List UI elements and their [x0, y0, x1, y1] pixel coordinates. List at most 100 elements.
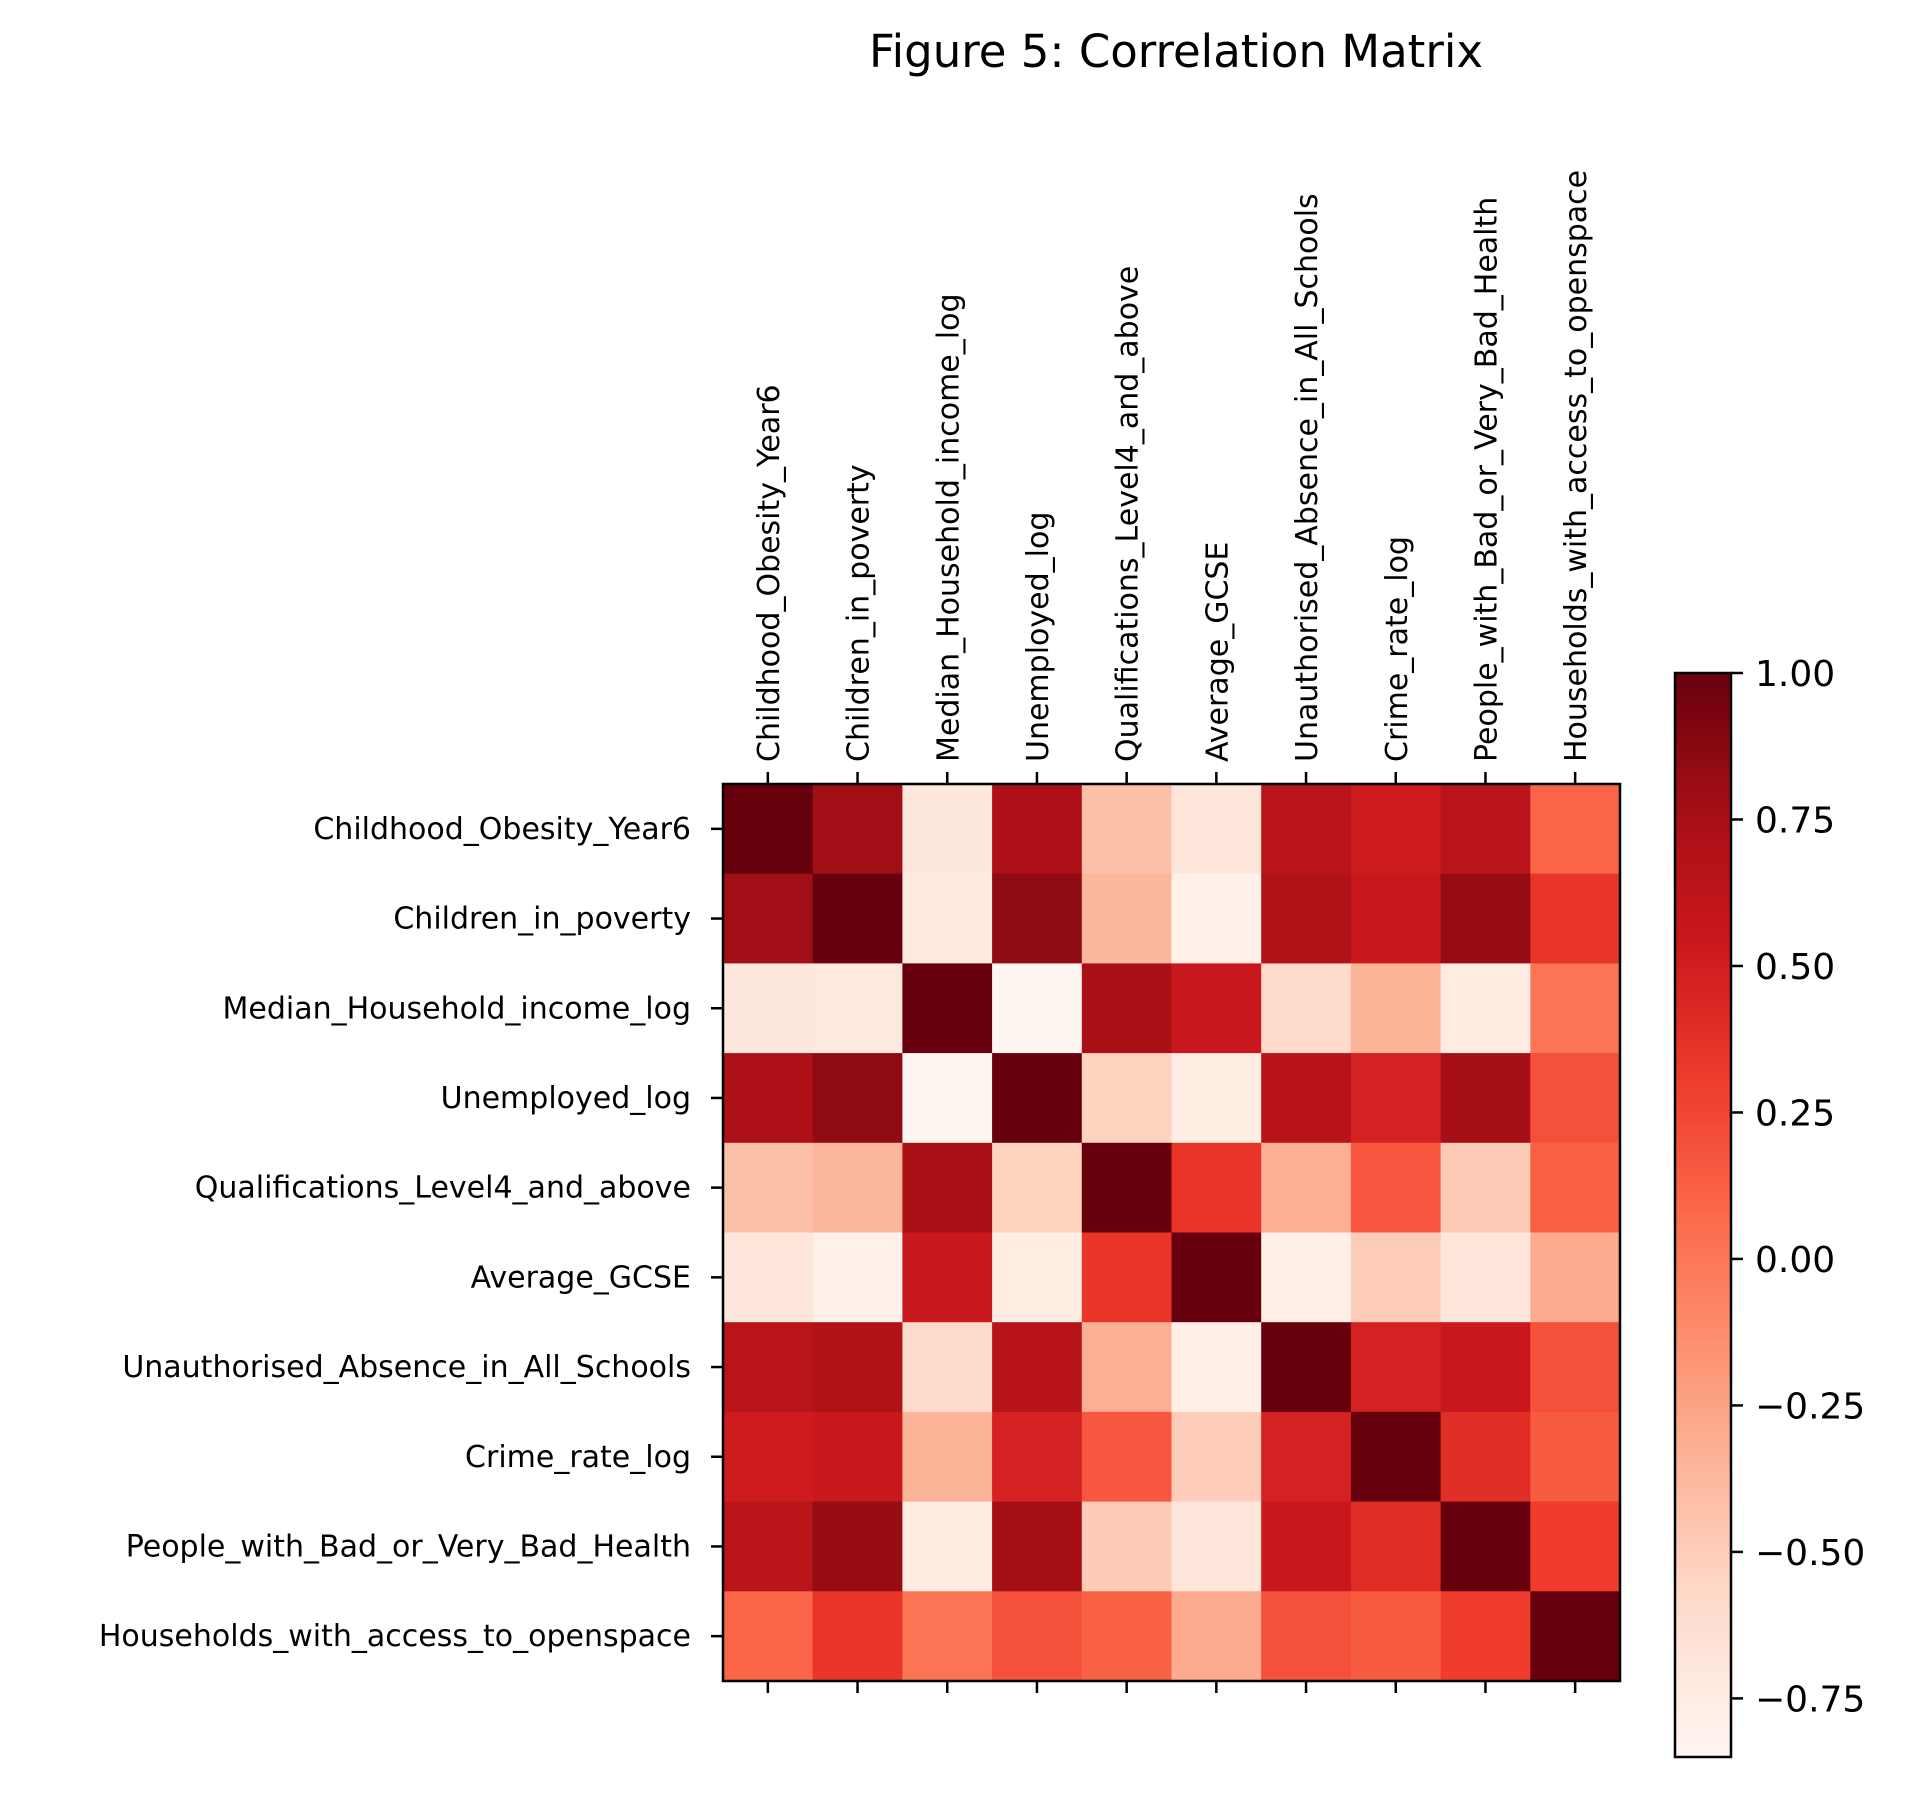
heatmap-cell-3-0 — [723, 1053, 814, 1144]
heatmap-cell-1-3 — [992, 873, 1083, 964]
heatmap-cell-2-9 — [1530, 963, 1621, 1054]
heatmap-cell-9-0 — [723, 1591, 814, 1682]
y-tick-label-5: Average_GCSE — [471, 1260, 691, 1295]
heatmap-cell-8-6 — [1261, 1501, 1352, 1592]
heatmap-cell-7-0 — [723, 1411, 814, 1503]
heatmap-cell-3-6 — [1261, 1053, 1352, 1144]
heatmap-cell-6-5 — [1171, 1322, 1262, 1413]
heatmap-cell-5-9 — [1530, 1232, 1621, 1323]
colorbar-tick-label-0: 1.00 — [1755, 654, 1835, 695]
heatmap-cell-1-6 — [1261, 873, 1352, 964]
heatmap-cell-8-2 — [902, 1501, 993, 1592]
heatmap-cell-3-1 — [812, 1053, 903, 1144]
heatmap-cell-7-5 — [1171, 1411, 1262, 1503]
x-tick-label-2: Median_Household_income_log — [931, 294, 966, 763]
heatmap-cell-4-5 — [1171, 1142, 1262, 1234]
heatmap-cell-7-6 — [1261, 1411, 1352, 1503]
y-tick-label-0: Childhood_Obesity_Year6 — [313, 812, 691, 847]
heatmap-cell-8-8 — [1440, 1501, 1531, 1592]
y-tick-label-1: Children_in_poverty — [393, 902, 691, 937]
heatmap-cell-8-0 — [723, 1501, 814, 1592]
heatmap-cell-6-8 — [1440, 1322, 1531, 1413]
heatmap-cell-7-3 — [992, 1411, 1083, 1503]
heatmap-cell-3-5 — [1171, 1053, 1262, 1144]
colorbar-tick-label-2: 0.50 — [1755, 947, 1835, 988]
heatmap-cell-6-3 — [992, 1322, 1083, 1413]
colorbar-tick-label-1: 0.75 — [1755, 800, 1835, 841]
heatmap-cell-6-2 — [902, 1322, 993, 1413]
heatmap-cell-9-2 — [902, 1591, 993, 1682]
colorbar-ticks: 1.00 0.75 0.50 0.25 0.00 −0.25 −0.50 −0.75 — [1731, 654, 1865, 1720]
x-tick-label-1: Children_in_poverty — [842, 464, 877, 762]
heatmap-cell-9-5 — [1171, 1591, 1262, 1682]
heatmap-cell-6-6 — [1261, 1322, 1352, 1413]
heatmap-cell-8-9 — [1530, 1501, 1621, 1592]
heatmap-cell-3-8 — [1440, 1053, 1531, 1144]
heatmap-cell-5-2 — [902, 1232, 993, 1323]
y-tick-labels: Childhood_Obesity_Year6 Children_in_pover… — [99, 812, 691, 1654]
heatmap-cell-0-1 — [812, 784, 903, 875]
heatmap-cell-4-2 — [902, 1142, 993, 1234]
heatmap-cell-9-6 — [1261, 1591, 1352, 1682]
y-tick-marks — [711, 827, 723, 1638]
heatmap-cells — [723, 784, 1621, 1682]
heatmap-cell-2-4 — [1081, 963, 1173, 1054]
heatmap-cell-4-4 — [1081, 1142, 1173, 1234]
y-tick-label-9: Households_with_access_to_openspace — [99, 1619, 691, 1654]
heatmap-cell-4-0 — [723, 1142, 814, 1234]
heatmap-cell-1-2 — [902, 873, 993, 964]
y-tick-label-6: Unauthorised_Absence_in_All_Schools — [122, 1350, 691, 1385]
heatmap-cell-1-8 — [1440, 873, 1531, 964]
heatmap-cell-2-5 — [1171, 963, 1262, 1054]
x-tick-label-0: Childhood_Obesity_Year6 — [752, 384, 787, 762]
colorbar-tick-label-3: 0.25 — [1755, 1093, 1835, 1134]
heatmap-cell-7-4 — [1081, 1411, 1173, 1503]
heatmap-cell-3-7 — [1350, 1053, 1442, 1144]
heatmap-cell-9-3 — [992, 1591, 1083, 1682]
heatmap-cell-3-2 — [902, 1053, 993, 1144]
heatmap-cell-8-7 — [1350, 1501, 1442, 1592]
heatmap-cell-8-1 — [812, 1501, 903, 1592]
heatmap-cell-0-3 — [992, 784, 1083, 875]
heatmap-cell-8-4 — [1081, 1501, 1173, 1592]
heatmap-cell-2-8 — [1440, 963, 1531, 1054]
heatmap-cell-0-6 — [1261, 784, 1352, 875]
x-tick-label-5: Average_GCSE — [1200, 542, 1235, 762]
heatmap-cell-2-0 — [723, 963, 814, 1054]
heatmap-cell-2-2 — [902, 963, 993, 1054]
heatmap-cell-1-5 — [1171, 873, 1262, 964]
colorbar — [1673, 671, 1733, 1759]
heatmap-cell-8-5 — [1171, 1501, 1262, 1592]
heatmap-cell-5-4 — [1081, 1232, 1173, 1323]
heatmap-cell-0-7 — [1350, 784, 1442, 875]
heatmap-cell-5-8 — [1440, 1232, 1531, 1323]
heatmap-cell-6-4 — [1081, 1322, 1173, 1413]
x-tick-marks — [766, 772, 1577, 1693]
y-tick-label-8: People_with_Bad_or_Very_Bad_Health — [126, 1529, 691, 1564]
heatmap-cell-5-1 — [812, 1232, 903, 1323]
x-tick-label-8: People_with_Bad_or_Very_Bad_Health — [1469, 197, 1504, 762]
heatmap-cell-2-7 — [1350, 963, 1442, 1054]
heatmap-cell-5-7 — [1350, 1232, 1442, 1323]
heatmap-cell-4-1 — [812, 1142, 903, 1234]
heatmap-cell-6-7 — [1350, 1322, 1442, 1413]
x-tick-label-9: Households_with_access_to_openspace — [1559, 170, 1594, 762]
y-tick-label-4: Qualifications_Level4_and_above — [195, 1171, 691, 1206]
heatmap-cell-5-6 — [1261, 1232, 1352, 1323]
colorbar-tick-label-5: −0.25 — [1755, 1386, 1865, 1427]
heatmap-cell-9-8 — [1440, 1591, 1531, 1682]
heatmap-cell-0-4 — [1081, 784, 1173, 875]
heatmap-cell-9-4 — [1081, 1591, 1173, 1682]
heatmap-cell-4-6 — [1261, 1142, 1352, 1234]
heatmap-cell-1-9 — [1530, 873, 1621, 964]
heatmap-cell-0-2 — [902, 784, 993, 875]
heatmap-cell-7-2 — [902, 1411, 993, 1503]
heatmap-cell-1-1 — [812, 873, 903, 964]
heatmap-cell-1-7 — [1350, 873, 1442, 964]
y-tick-label-2: Median_Household_income_log — [223, 991, 692, 1026]
heatmap-cell-9-1 — [812, 1591, 903, 1682]
heatmap-cell-4-3 — [992, 1142, 1083, 1234]
heatmap-cell-0-5 — [1171, 784, 1262, 875]
heatmap-cell-1-0 — [723, 873, 814, 964]
